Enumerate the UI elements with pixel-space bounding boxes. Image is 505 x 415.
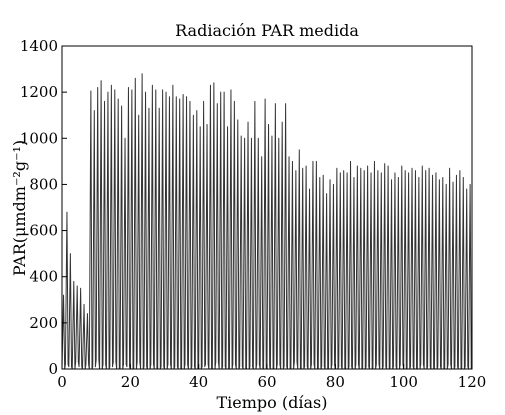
y-tick-label: 1400 bbox=[20, 37, 58, 55]
y-axis: 0 200 400 600 800 1000 1200 1400 bbox=[20, 37, 67, 378]
x-tick-label: 80 bbox=[326, 373, 345, 391]
y-tick-label: 1000 bbox=[20, 129, 58, 147]
y-tick-label: 200 bbox=[29, 314, 58, 332]
y-tick-label: 1200 bbox=[20, 83, 58, 101]
x-tick-label: 120 bbox=[458, 373, 487, 391]
y-tick-label: 0 bbox=[48, 360, 58, 378]
x-tick-label: 40 bbox=[189, 373, 208, 391]
series-line-0 bbox=[61, 73, 472, 370]
x-tick-label: 20 bbox=[121, 373, 140, 391]
x-tick-label: 0 bbox=[57, 373, 67, 391]
x-axis-label: Tiempo (días) bbox=[217, 393, 328, 412]
chart-title: Radiación PAR medida bbox=[175, 21, 359, 40]
x-tick-label: 100 bbox=[389, 373, 418, 391]
x-tick-label: 60 bbox=[257, 373, 276, 391]
y-axis-label: PAR(μmdm⁻²g⁻¹) bbox=[10, 140, 29, 276]
y-tick-label: 400 bbox=[29, 268, 58, 286]
y-tick-label: 800 bbox=[29, 175, 58, 193]
x-axis: 0 20 40 60 80 100 120 bbox=[57, 364, 486, 391]
par-series bbox=[61, 73, 472, 370]
y-tick-label: 600 bbox=[29, 222, 58, 240]
